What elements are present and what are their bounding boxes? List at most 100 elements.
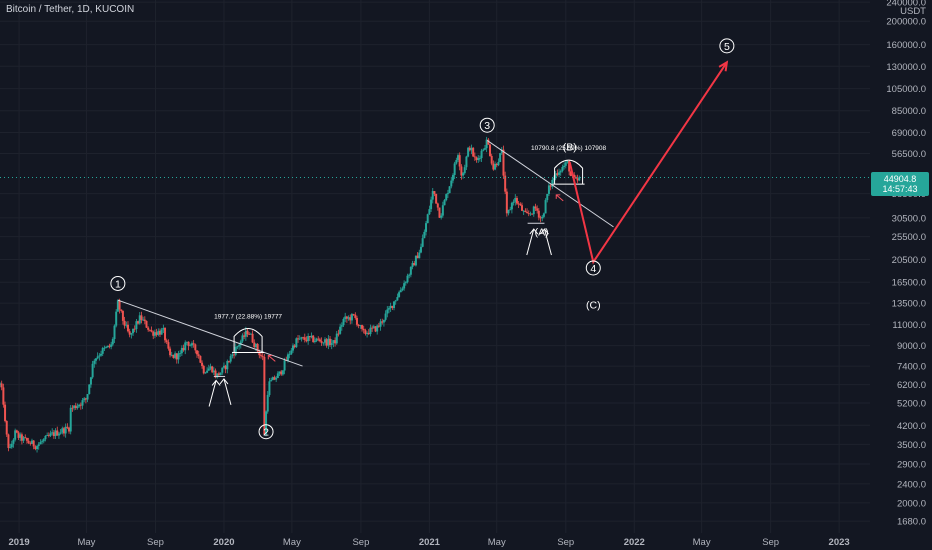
candle-body (185, 341, 188, 343)
candle-body (201, 362, 204, 366)
candle-body (458, 155, 461, 167)
candle-body (157, 330, 160, 335)
trendline[interactable] (117, 299, 303, 367)
y-tick-label: 2900.0 (897, 460, 926, 471)
candle-body (497, 162, 500, 166)
y-tick-label: 160000.0 (886, 40, 926, 51)
candle-body (460, 166, 463, 176)
annotation-arrow (526, 228, 535, 256)
candle-body (379, 321, 382, 327)
candle-body (522, 210, 525, 212)
candle-body (541, 216, 544, 219)
candle-body (531, 213, 534, 215)
candle-body (34, 446, 37, 450)
candle-body (477, 158, 480, 160)
candle-body (349, 317, 352, 321)
candle-body (480, 150, 483, 159)
x-tick-label: Sep (352, 537, 369, 548)
time-axis[interactable]: 2019 May Sep 2020 May Sep 2021 May Sep 2022 May Sep… (9, 537, 850, 548)
candle-body (29, 442, 32, 444)
y-tick-label: 69000.0 (892, 128, 926, 139)
candle-body (128, 331, 131, 335)
candle-body (20, 434, 23, 441)
wave-label: 2 (263, 427, 269, 439)
candle-body (307, 336, 310, 342)
measure-arc[interactable] (554, 159, 584, 185)
candle-body (39, 442, 42, 445)
time-axis-panel[interactable] (0, 533, 932, 550)
candle-body (290, 350, 293, 355)
candle-body (371, 327, 374, 329)
measure-label: 1977.7 (22.88%) 19777 (214, 313, 282, 320)
candle-body (253, 342, 256, 348)
candle-body (413, 263, 416, 266)
candle-body (431, 191, 434, 200)
y-tick-label: 16500.0 (892, 278, 926, 289)
candle-body (270, 380, 273, 382)
candle-body (467, 147, 470, 157)
candle-body (211, 366, 214, 373)
x-tick-label: May (488, 537, 506, 548)
y-tick-label: 85000.0 (892, 106, 926, 117)
candle-body (369, 327, 372, 335)
candle-body (49, 433, 52, 436)
candle-body (24, 437, 27, 439)
y-tick-label: 4200.0 (897, 421, 926, 432)
projection-path[interactable] (568, 61, 728, 265)
candle-body (180, 347, 183, 354)
candle-body (387, 308, 390, 310)
candle-body (160, 329, 163, 335)
candle-body (7, 434, 10, 448)
candle-body (111, 339, 114, 345)
candle-body (142, 319, 145, 321)
trendline[interactable] (486, 139, 614, 228)
candle-body (406, 275, 409, 283)
candle-body (179, 353, 182, 355)
candle-body (74, 405, 77, 409)
wave-label: 5 (724, 41, 730, 53)
candle-body (219, 372, 222, 376)
candle-body (507, 209, 510, 214)
candle-body (519, 203, 522, 206)
y-tick-label: 11000.0 (892, 320, 926, 331)
wave-label-circle (110, 275, 126, 291)
candle-body (108, 345, 111, 347)
candle-body (51, 432, 54, 434)
candle-body (64, 426, 67, 434)
candle-body (448, 186, 451, 194)
candle-body (9, 447, 12, 449)
wave-label-circle (258, 424, 274, 440)
candle-body (389, 305, 392, 309)
last-price-value: 44904.8 (884, 174, 917, 184)
candle-body (103, 347, 106, 349)
candle-body (403, 283, 406, 289)
candle-body (364, 330, 367, 334)
candle-body (393, 301, 396, 308)
candle-body (234, 346, 237, 355)
candle-body (271, 377, 274, 381)
candle-body (105, 347, 108, 349)
candle-body (78, 404, 81, 407)
candle-body (68, 427, 71, 432)
candle-body (450, 180, 453, 187)
candle-body (91, 363, 94, 378)
candle-body (330, 343, 333, 346)
candle-body (94, 358, 97, 361)
price-axis-panel[interactable] (870, 0, 932, 533)
candle-body (83, 398, 86, 401)
candle-body (411, 263, 414, 267)
candle-body (426, 214, 429, 224)
measure-arc[interactable] (233, 327, 263, 353)
candle-body (288, 354, 291, 355)
x-tick-label: 2022 (624, 537, 645, 548)
candle-body (153, 332, 156, 336)
candle-body (576, 178, 579, 181)
x-tick-label: Sep (762, 537, 779, 548)
candle-body (482, 149, 485, 151)
x-tick-label: May (693, 537, 711, 548)
candle-body (499, 153, 502, 163)
candle-body (121, 310, 124, 321)
candle-body (339, 326, 342, 334)
